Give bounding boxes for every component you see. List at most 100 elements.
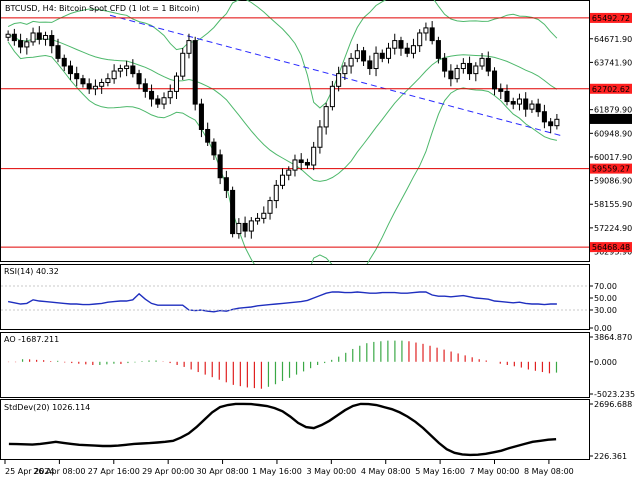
resistance-line-2-label-box	[590, 83, 632, 94]
price-tick-label: 59086.90	[594, 177, 632, 186]
candle-body	[529, 103, 535, 110]
price-tick-label: 60948.90	[594, 129, 632, 138]
candle-body	[404, 47, 410, 54]
support-line-2-label-box	[590, 242, 632, 253]
bollinger-upper	[7, 0, 558, 109]
pane-tick-label: 0.00	[594, 324, 612, 333]
candle-body	[367, 60, 373, 70]
candle-body	[417, 32, 423, 47]
stddev-pane: StdDev(20) 1026.114 2696.688 226.361	[0, 399, 632, 461]
candle-body	[61, 57, 67, 67]
candle-body	[11, 33, 17, 42]
price-tick-label: 58155.90	[594, 200, 632, 209]
ao-label: AO -1687.211	[4, 335, 59, 344]
support-line-1-label-box	[590, 163, 632, 174]
candle-body	[130, 65, 136, 75]
candle-body	[554, 118, 560, 127]
candle-body	[124, 65, 130, 70]
candle-body	[317, 126, 323, 148]
candle-body	[5, 33, 11, 38]
current-price-box	[590, 113, 632, 124]
candle-body	[261, 212, 267, 219]
candle-body	[410, 45, 416, 54]
time-tick-label: 4 May 08:00	[361, 467, 411, 476]
candle-body	[323, 106, 329, 128]
candle-body	[448, 70, 454, 80]
time-tick-label: 1 May 16:00	[252, 467, 302, 476]
time-tick-label: 8 May 08:00	[524, 467, 574, 476]
candle-body	[279, 174, 286, 186]
candle-body	[473, 65, 479, 75]
pane-tick-label: 30.00	[594, 306, 617, 315]
candle-body	[211, 141, 217, 156]
rsi-label: RSI(14) 40.32	[4, 267, 59, 276]
candle-body	[398, 40, 404, 49]
ao-axis: 3864.870 0.000 -5023.235	[589, 333, 635, 399]
candle-body	[548, 121, 554, 127]
candle-body	[67, 65, 74, 75]
candle-body	[105, 78, 111, 83]
candle-body	[442, 57, 448, 72]
candle-body	[454, 68, 460, 80]
candle-body	[180, 52, 186, 77]
candle-body	[36, 32, 42, 40]
price-tick-label: 63741.90	[594, 58, 632, 67]
trend-line	[109, 14, 563, 137]
candle-body	[117, 68, 123, 72]
time-tick-label: 30 Apr 08:00	[196, 467, 248, 476]
candle-body	[329, 85, 335, 108]
candle-body	[223, 177, 229, 191]
pane-tick-label: 0.000	[594, 358, 617, 367]
candle-body	[479, 57, 485, 67]
candle-body	[460, 62, 466, 70]
bollinger-middle	[7, 33, 558, 182]
candle-body	[217, 154, 223, 179]
rsi-axis: 70.00 50.00 30.00 0.00	[589, 282, 617, 333]
pane-tick-label: 3864.870	[594, 333, 632, 342]
level-labels: 65492.72 62702.62 59559.27 56468.48 61514.50	[590, 12, 632, 253]
candle-body	[80, 78, 86, 85]
price-tick-label: 60017.90	[594, 153, 632, 162]
price-tick-label: 64671.90	[594, 35, 632, 44]
candle-body	[230, 189, 236, 235]
resistance-line-1-label: 65492.72	[592, 14, 630, 23]
price-pane-frame	[0, 0, 590, 262]
candle-body	[255, 217, 261, 222]
candle-body	[354, 50, 360, 59]
candle-body	[267, 200, 273, 214]
candle-body	[186, 40, 192, 54]
candle-body	[429, 27, 435, 42]
candle-body	[342, 65, 348, 75]
candle-body	[24, 41, 30, 48]
candle-body	[348, 57, 354, 67]
rsi-pane-frame	[0, 264, 590, 330]
pane-tick-label: 226.361	[594, 452, 627, 461]
price-tick-label: 57224.90	[594, 224, 632, 233]
candle-body	[111, 70, 117, 80]
time-tick-label: 5 May 16:00	[415, 467, 465, 476]
resistance-line-2-label: 62702.62	[592, 85, 630, 94]
candle-body	[86, 83, 92, 90]
pane-tick-label: 2696.688	[594, 400, 632, 409]
resistance-line-1-label-box	[590, 12, 632, 23]
rsi-pane: RSI(14) 40.32 70.00 50.00 30.00 0.00	[0, 264, 617, 333]
descending-trendline	[109, 14, 563, 137]
candle-body	[155, 98, 161, 105]
candle-body	[30, 32, 36, 43]
candle-body	[192, 40, 198, 105]
candle-body	[149, 90, 155, 100]
candle-body	[136, 73, 142, 85]
ao-pane-frame	[0, 332, 590, 398]
stddev-pane-frame	[0, 399, 590, 460]
chart-title: BTCUSD, H4: Bitcoin Spot CFD (1 lot = 1 …	[5, 4, 200, 13]
candle-body	[236, 222, 242, 235]
time-tick-label: 29 Apr 00:00	[142, 467, 194, 476]
candle-body	[74, 73, 80, 80]
stddev-line	[8, 402, 557, 457]
candle-body	[92, 85, 98, 90]
time-tick-label: 27 Apr 16:00	[88, 467, 140, 476]
price-tick-label: 61879.90	[594, 106, 632, 115]
